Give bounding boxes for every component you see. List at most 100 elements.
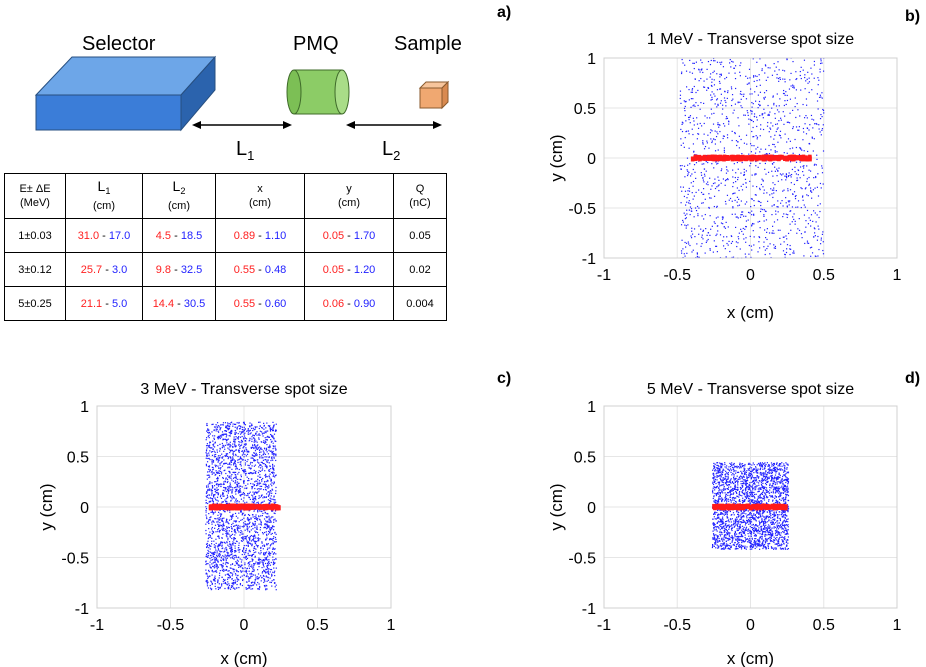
data-point — [777, 502, 779, 504]
data-point — [774, 245, 777, 248]
data-point — [764, 543, 766, 546]
data-point — [224, 554, 226, 556]
data-point — [735, 501, 737, 503]
data-point — [687, 241, 689, 243]
data-point — [266, 565, 269, 567]
data-point — [238, 501, 240, 503]
data-point — [232, 496, 234, 498]
data-point — [814, 187, 816, 189]
data-point — [242, 549, 244, 552]
data-point — [751, 510, 753, 512]
data-point — [735, 226, 737, 229]
data-point — [254, 471, 256, 474]
data-point — [208, 471, 210, 473]
data-point — [713, 240, 715, 242]
data-point — [259, 529, 261, 531]
data-point — [767, 527, 769, 529]
data-point — [267, 533, 270, 535]
data-point — [211, 497, 214, 500]
data-point — [781, 485, 783, 487]
data-point — [233, 558, 235, 560]
data-point — [762, 186, 764, 188]
data-point — [254, 492, 256, 494]
data-point — [269, 445, 271, 448]
data-point — [258, 515, 260, 517]
data-point — [268, 436, 271, 438]
data-point — [241, 533, 243, 535]
x-tick-label: 0.5 — [813, 267, 835, 284]
data-point — [266, 485, 268, 488]
data-point — [250, 577, 252, 579]
x-axis-label: x (cm) — [220, 649, 267, 667]
data-point — [249, 561, 251, 563]
data-point — [241, 442, 243, 444]
data-point — [814, 255, 816, 257]
data-point — [217, 492, 220, 494]
data-point — [246, 588, 249, 590]
data-point — [263, 569, 265, 571]
data-point — [248, 497, 251, 499]
data-point — [228, 583, 230, 585]
data-point — [227, 544, 229, 546]
data-point — [259, 482, 262, 484]
data-point — [789, 253, 791, 256]
data-point — [693, 151, 695, 153]
data-point — [252, 570, 254, 572]
data-point — [779, 517, 781, 520]
data-point — [216, 479, 219, 482]
data-point — [216, 487, 218, 489]
data-point — [267, 520, 269, 522]
data-point — [226, 542, 228, 544]
data-point — [230, 461, 233, 463]
data-point — [731, 240, 734, 243]
data-point — [709, 76, 711, 78]
data-point — [261, 468, 264, 470]
data-point — [738, 147, 740, 149]
data-point — [783, 152, 785, 154]
data-point — [267, 486, 269, 488]
data-point — [209, 505, 213, 511]
data-point — [781, 511, 783, 513]
data-point — [689, 244, 691, 247]
data-point — [222, 525, 224, 527]
data-point — [751, 106, 753, 108]
data-point — [229, 477, 231, 479]
data-point — [220, 427, 222, 429]
data-point — [236, 529, 239, 531]
data-point — [748, 68, 751, 70]
data-point — [251, 488, 253, 490]
data-point — [780, 243, 782, 245]
data-point — [709, 197, 711, 199]
data-point — [214, 559, 216, 562]
data-point — [216, 552, 218, 554]
data-point — [267, 572, 270, 575]
data-point — [737, 514, 740, 516]
data-point — [256, 434, 258, 436]
data-point — [806, 78, 808, 80]
data-point — [255, 491, 257, 493]
data-point — [209, 446, 211, 449]
data-point — [252, 568, 254, 570]
data-point — [714, 60, 716, 62]
data-point — [212, 496, 215, 498]
data-point — [231, 527, 233, 529]
data-point — [722, 135, 725, 137]
data-point — [253, 472, 255, 474]
data-point — [735, 216, 737, 218]
data-point — [247, 504, 251, 510]
data-point — [716, 530, 718, 532]
data-point — [767, 245, 769, 247]
data-point — [821, 172, 824, 174]
data-point — [729, 479, 732, 481]
data-point — [267, 564, 270, 566]
data-point — [251, 485, 253, 488]
data-point — [741, 189, 744, 191]
data-point — [232, 453, 234, 455]
data-point — [268, 568, 270, 570]
data-point — [225, 555, 227, 557]
data-point — [212, 440, 214, 442]
data-point — [717, 122, 719, 124]
data-point — [804, 123, 806, 125]
data-point — [264, 474, 266, 477]
data-point — [265, 528, 268, 530]
